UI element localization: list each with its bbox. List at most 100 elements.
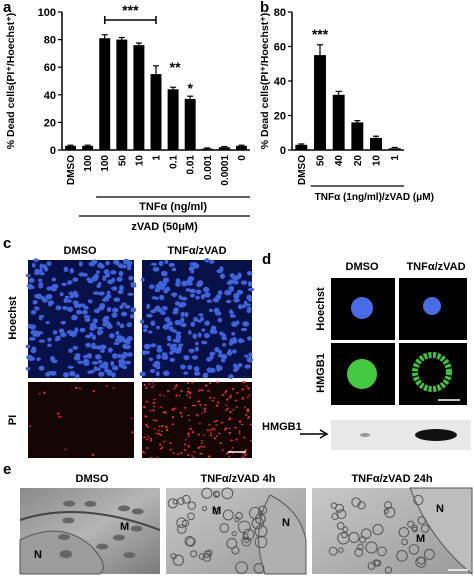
bar <box>167 89 179 150</box>
cell <box>238 420 241 423</box>
vesicle <box>417 556 426 565</box>
vesicle <box>231 531 237 537</box>
cell <box>240 423 244 426</box>
vesicle <box>408 544 420 555</box>
cell <box>33 258 39 263</box>
cell <box>173 387 176 390</box>
group-label: zVAD (50μM) <box>131 221 198 233</box>
cell <box>206 390 210 392</box>
cell <box>161 446 164 449</box>
vesicle <box>167 498 178 509</box>
cell <box>169 448 172 451</box>
cell <box>188 348 195 354</box>
cell <box>143 436 146 439</box>
cell <box>64 448 67 451</box>
vesicle <box>417 516 426 525</box>
cell <box>149 368 156 373</box>
cell <box>149 409 152 412</box>
cell <box>62 305 68 311</box>
cell <box>186 454 190 456</box>
cell <box>92 291 100 295</box>
cell <box>155 371 160 377</box>
cell <box>193 405 197 407</box>
cell <box>199 445 202 448</box>
cell <box>82 354 88 359</box>
x-tick-label: 50 <box>117 155 128 167</box>
cell <box>45 293 53 300</box>
cell <box>82 272 88 277</box>
cell <box>161 425 164 428</box>
significance-bracket <box>103 16 157 24</box>
mitochondrion <box>58 534 71 541</box>
bar <box>82 145 94 150</box>
cell <box>198 389 200 392</box>
cell <box>143 343 151 350</box>
cell <box>39 272 45 276</box>
cell <box>124 304 131 309</box>
cell <box>156 348 163 352</box>
bar <box>133 45 145 151</box>
cell <box>63 266 69 273</box>
x-tick-label: 100 <box>83 155 94 172</box>
bar <box>184 98 196 150</box>
cell <box>188 419 191 422</box>
cell <box>161 270 168 277</box>
cell <box>78 261 83 267</box>
x-tick-label: 10 <box>372 155 383 167</box>
cell <box>77 303 83 308</box>
cell <box>246 396 249 399</box>
cell <box>166 343 172 347</box>
cell <box>227 279 235 285</box>
cell <box>151 381 154 384</box>
cell <box>164 259 169 264</box>
cell <box>241 456 243 459</box>
cell <box>112 307 119 313</box>
cell <box>204 403 207 407</box>
cell <box>158 394 162 396</box>
cell <box>233 293 240 299</box>
cell <box>200 389 203 392</box>
mitochondrion <box>84 500 97 507</box>
cell <box>181 296 188 301</box>
cell <box>106 323 113 330</box>
cell <box>94 354 102 360</box>
cell <box>37 331 44 335</box>
cell <box>163 440 166 443</box>
cell <box>213 307 220 313</box>
cell <box>144 415 148 418</box>
blot-band <box>415 429 457 441</box>
cell <box>60 332 67 338</box>
cell <box>207 455 211 458</box>
cell <box>215 424 218 426</box>
cell <box>83 315 91 319</box>
cell <box>150 439 152 442</box>
cell <box>91 342 96 348</box>
vesicle <box>187 512 195 521</box>
cell <box>183 371 189 375</box>
cell <box>231 388 235 390</box>
cell <box>156 456 159 459</box>
cell <box>236 289 244 295</box>
cell <box>209 434 213 437</box>
bar <box>295 144 308 150</box>
cell <box>243 453 247 456</box>
cell <box>75 309 83 315</box>
cell <box>35 306 40 311</box>
cell <box>241 380 245 384</box>
cell <box>47 300 55 306</box>
cell <box>149 284 155 290</box>
cell <box>200 442 203 445</box>
cell <box>92 318 98 324</box>
vesicle <box>187 501 197 510</box>
cell <box>130 282 137 287</box>
y-tick-label: 60 <box>44 62 56 74</box>
cell <box>187 414 190 417</box>
cell <box>199 403 202 406</box>
vesicle <box>254 535 268 549</box>
bar <box>116 39 128 150</box>
cell <box>200 440 203 442</box>
x-tick-label: 0.0001 <box>220 155 231 186</box>
cell <box>143 383 146 387</box>
cell <box>157 432 160 435</box>
cell <box>242 396 245 399</box>
